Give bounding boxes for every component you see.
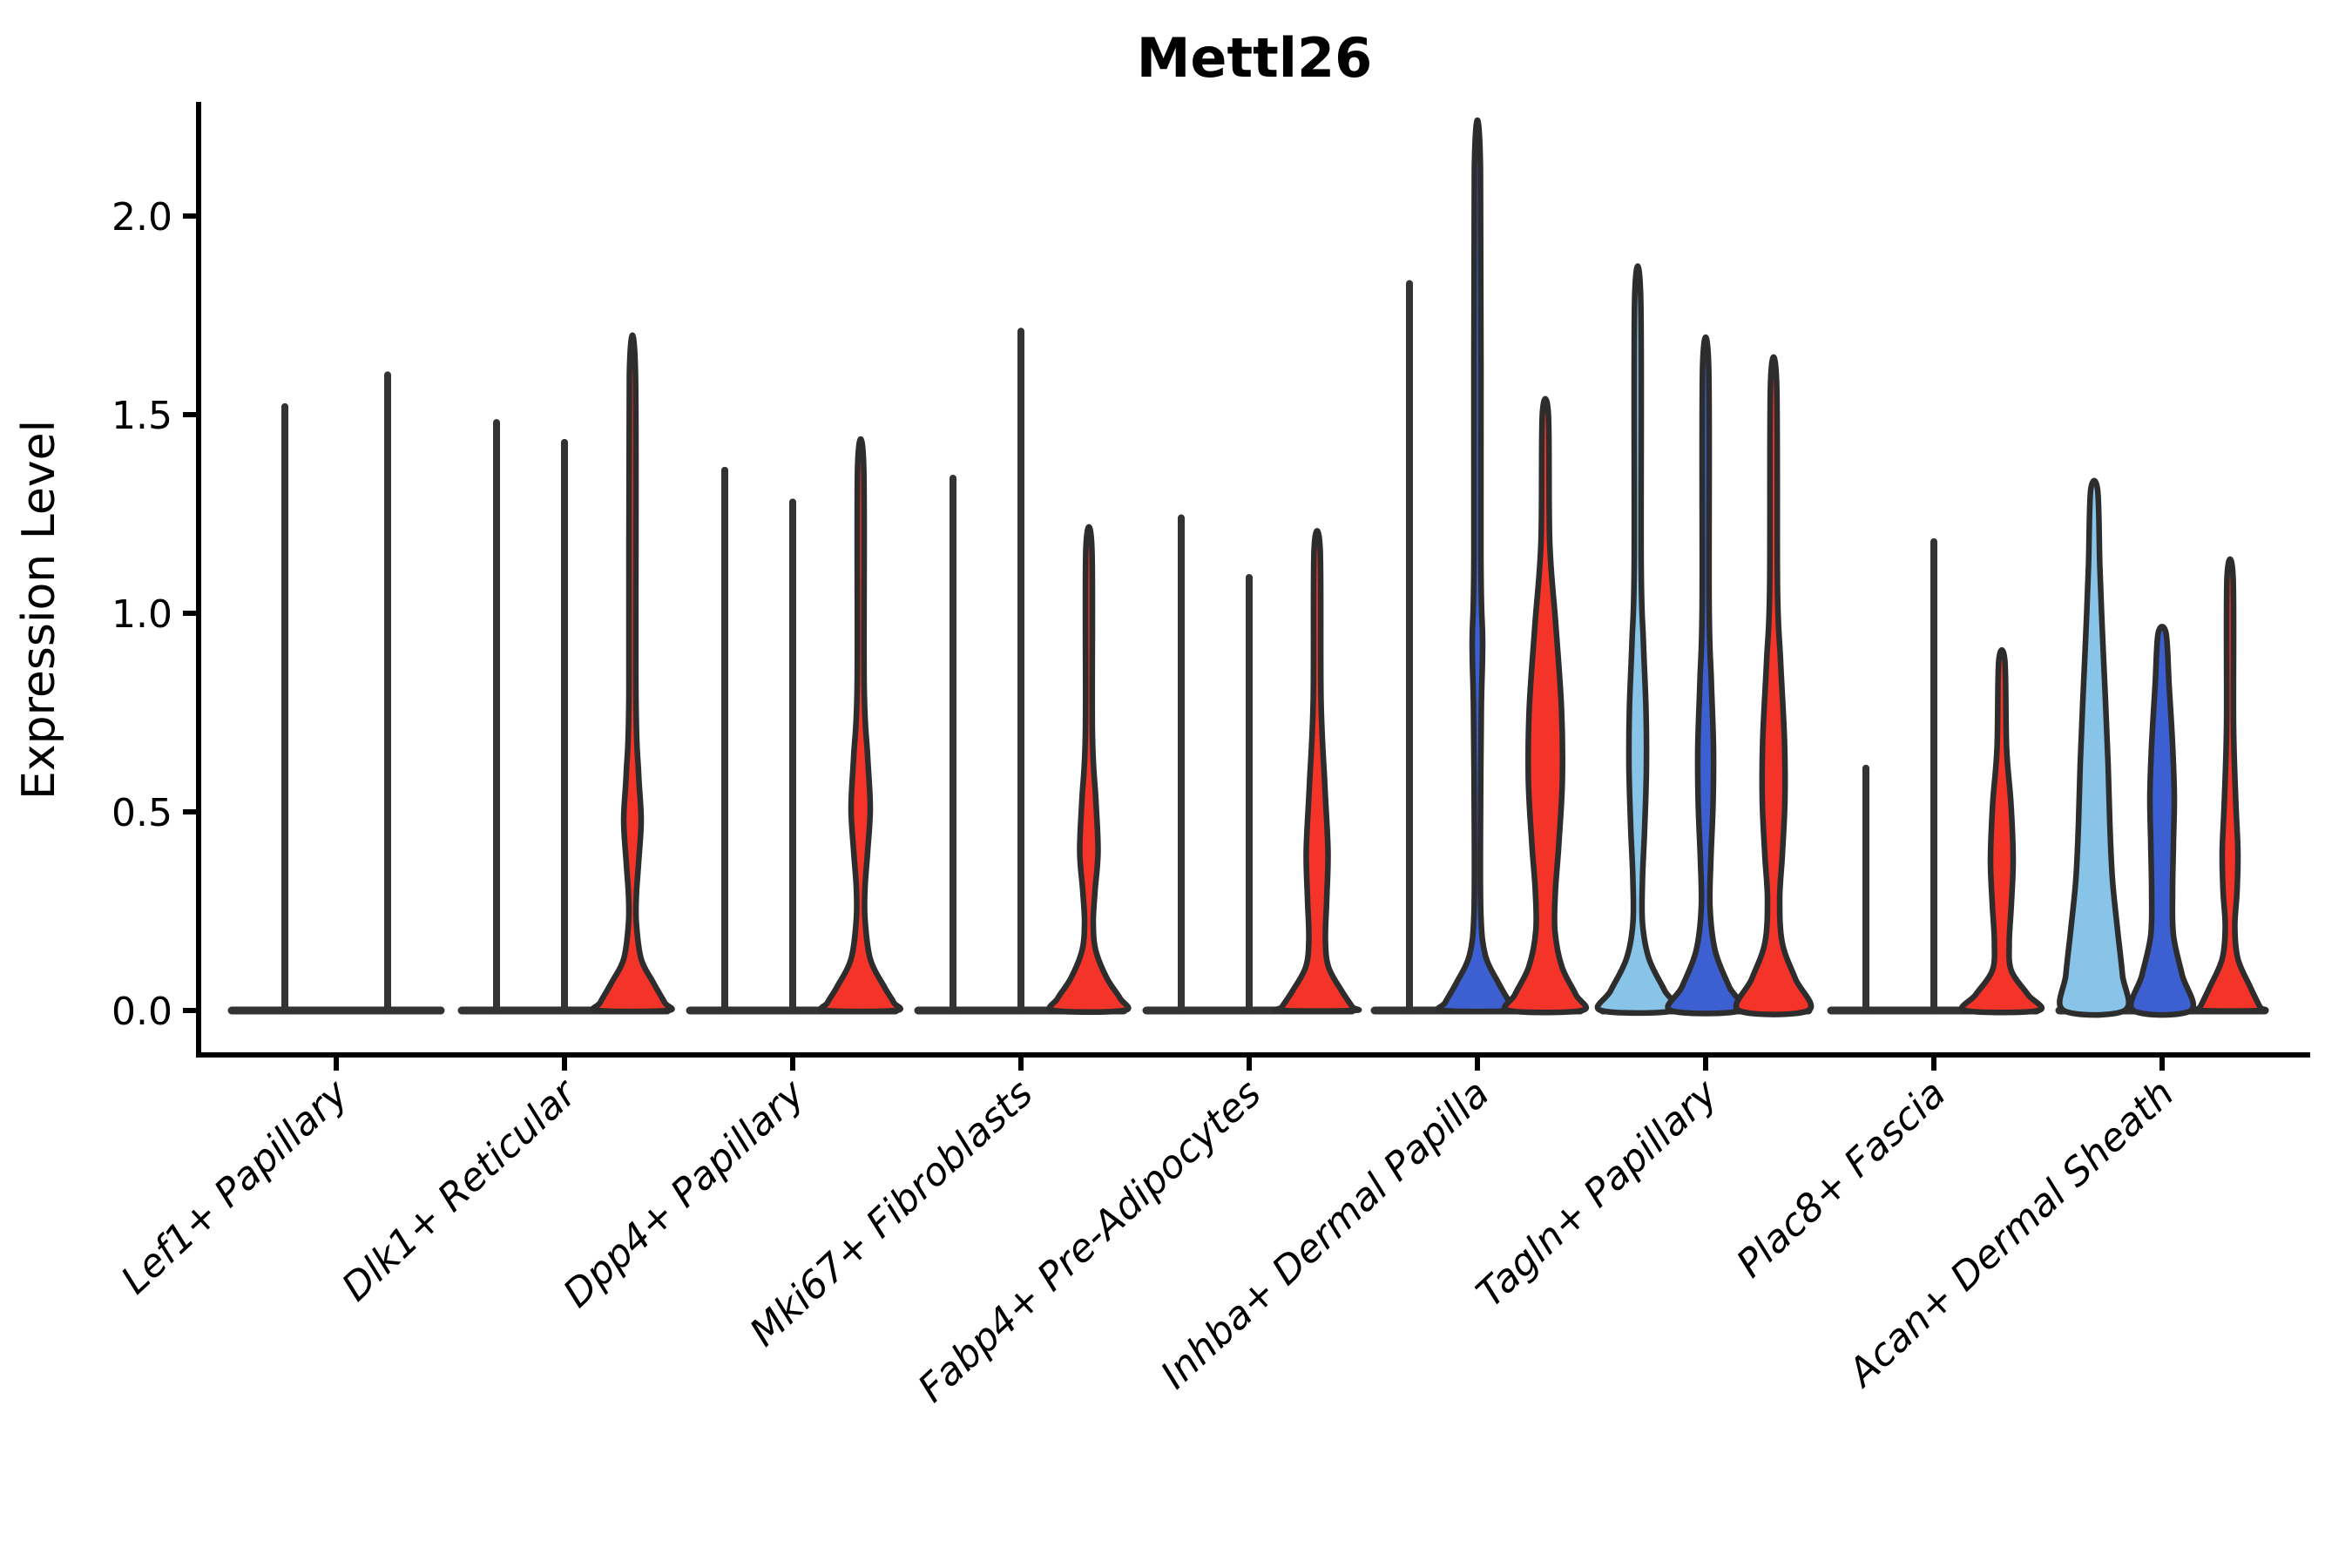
- violin-1-2: [590, 332, 675, 1015]
- x-category-label-7: Plac8+ Fascia: [1728, 1071, 1955, 1287]
- violin-6-0: [1594, 263, 1681, 1017]
- violin-6-2: [1733, 354, 1815, 1017]
- x-category-label-2: Dpp4+ Papillary: [555, 1071, 814, 1316]
- plot-title: Mettl26: [1136, 26, 1373, 90]
- violin-8-2: [2191, 556, 2269, 1014]
- violin-5-1: [1435, 118, 1520, 1015]
- y-tick-label-3: 1.5: [112, 394, 172, 438]
- y-tick-label-2: 1.0: [112, 592, 172, 637]
- violin-5-2: [1501, 395, 1590, 1016]
- x-category-label-6: Tagln+ Papillary: [1468, 1071, 1727, 1316]
- violin-3-2: [1046, 524, 1132, 1015]
- y-tick-label-0: 0.0: [112, 990, 172, 1034]
- y-tick-label-1: 0.5: [112, 791, 172, 835]
- x-category-label-0: Lef1+ Papillary: [113, 1071, 358, 1303]
- violin-7-2: [1958, 646, 2045, 1016]
- violin-8-1: [2127, 624, 2197, 1018]
- violin-4-2: [1272, 528, 1362, 1014]
- violin-2-2: [818, 436, 903, 1015]
- violin-8-0: [2057, 477, 2132, 1018]
- violin-6-1: [1665, 334, 1747, 1017]
- y-tick-label-4: 2.0: [112, 195, 172, 240]
- x-category-label-1: Dlk1+ Reticular: [334, 1070, 587, 1310]
